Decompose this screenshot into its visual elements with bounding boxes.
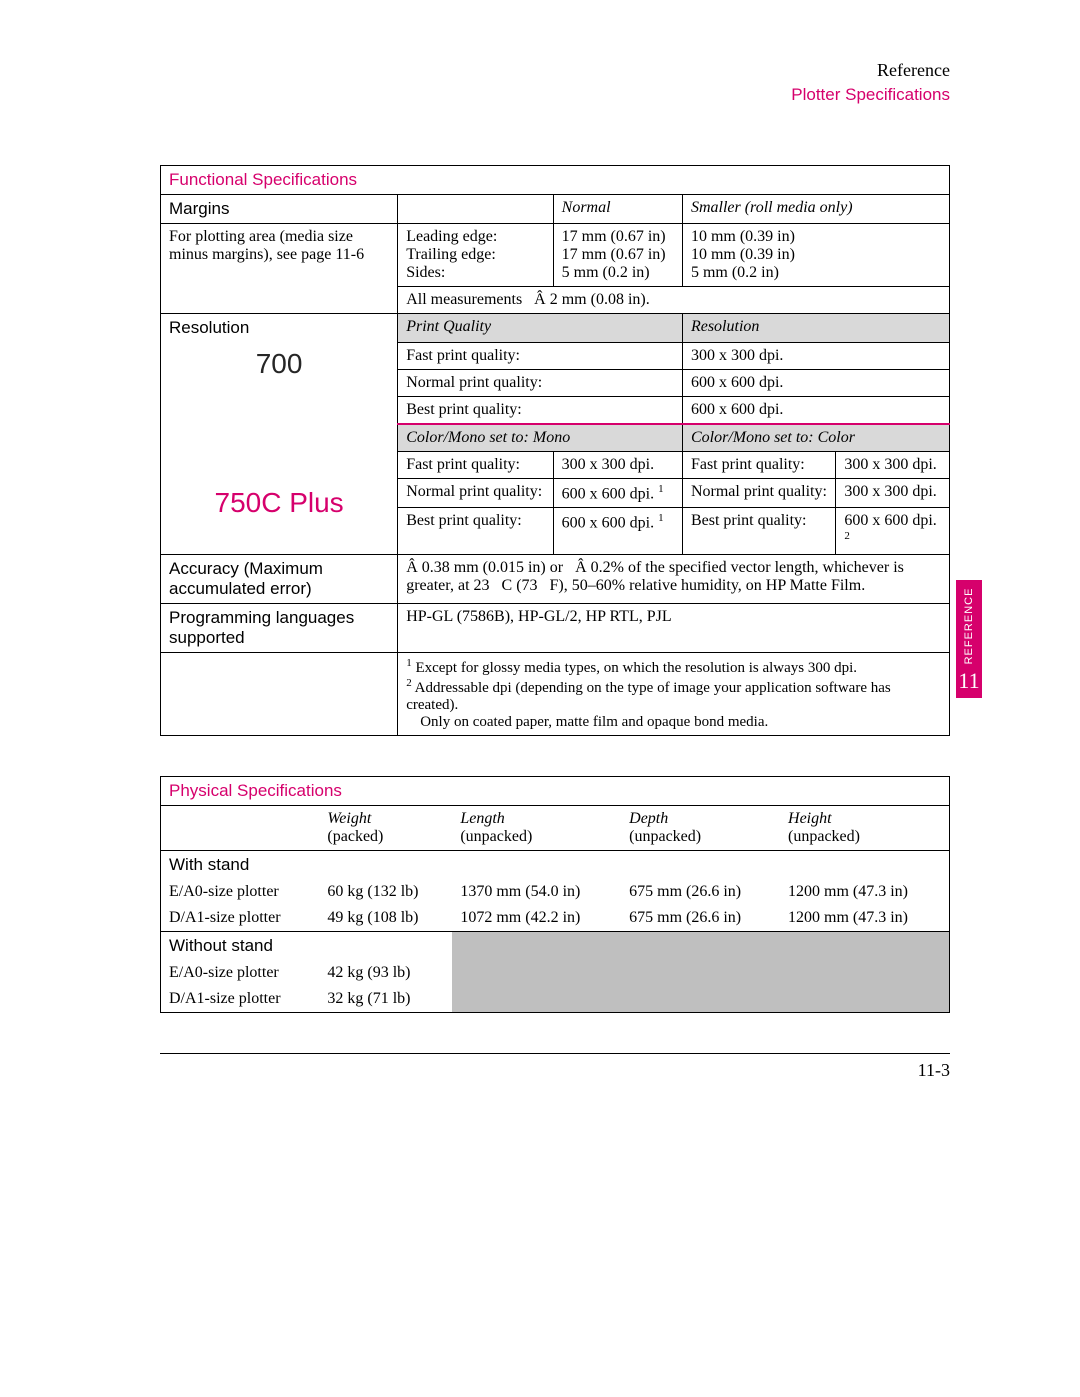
- normal-values: 17 mm (0.67 in) 17 mm (0.67 in) 5 mm (0.…: [553, 224, 682, 287]
- model-700: 700: [256, 348, 303, 379]
- c-fast-l: Fast print quality:: [682, 451, 835, 478]
- model-750-cell: 750C Plus: [161, 451, 398, 555]
- with-stand-label: With stand: [161, 851, 320, 880]
- physical-spec-table: Physical Specifications Weight(packed) L…: [160, 776, 950, 1013]
- s-sides: 5 mm (0.2 in): [691, 264, 941, 282]
- ns-ea0: E/A0-size plotter: [161, 960, 320, 986]
- resolution-hdr: Resolution: [682, 314, 949, 343]
- model-750: 750C Plus: [215, 487, 344, 518]
- n-leading: 17 mm (0.67 in): [562, 228, 674, 246]
- header-subtitle: Plotter Specifications: [160, 85, 950, 105]
- prog-label: Programming languages supported: [161, 604, 398, 653]
- normal-q: Normal print quality:: [398, 369, 683, 396]
- best-r: 600 x 600 dpi.: [682, 396, 949, 424]
- c-normal-l: Normal print quality:: [682, 478, 835, 507]
- margins-note: For plotting area (media size minus marg…: [161, 224, 398, 314]
- height-hdr: Height(unpacked): [780, 806, 949, 851]
- smaller-header: Smaller (roll media only): [682, 195, 949, 224]
- color-hdr: Color/Mono set to: Color: [682, 424, 949, 452]
- header-title: Reference: [160, 60, 950, 81]
- ws-ea0-d: 675 mm (26.6 in): [621, 879, 780, 905]
- weight-hdr: Weight(packed): [319, 806, 452, 851]
- trailing-label: Trailing edge:: [406, 246, 544, 264]
- fast-q: Fast print quality:: [398, 342, 683, 369]
- spacer-cell: [161, 424, 398, 452]
- side-tab-number: 11: [956, 668, 982, 694]
- ws-da1-d: 675 mm (26.6 in): [621, 905, 780, 932]
- leading-label: Leading edge:: [406, 228, 544, 246]
- print-quality-hdr: Print Quality: [398, 314, 683, 343]
- page-header: Reference Plotter Specifications: [160, 60, 950, 105]
- n-trailing: 17 mm (0.67 in): [562, 246, 674, 264]
- resolution-label: Resolution: [161, 314, 398, 343]
- page-container: Reference Plotter Specifications Functio…: [0, 0, 1080, 1141]
- func-title: Functional Specifications: [161, 166, 950, 195]
- phys-empty: [161, 806, 320, 851]
- c-normal-v: 300 x 300 dpi.: [836, 478, 950, 507]
- c-best-v: 600 x 600 dpi. 2: [836, 507, 950, 554]
- depth-hdr: Depth(unpacked): [621, 806, 780, 851]
- accuracy-text: Â 0.38 mm (0.015 in) or Â 0.2% of the sp…: [398, 555, 950, 604]
- s-trailing: 10 mm (0.39 in): [691, 246, 941, 264]
- footnotes: 1 Except for glossy media types, on whic…: [398, 653, 950, 736]
- smaller-values: 10 mm (0.39 in) 10 mm (0.39 in) 5 mm (0.…: [682, 224, 949, 287]
- ns-da1: D/A1-size plotter: [161, 986, 320, 1013]
- best-q: Best print quality:: [398, 396, 683, 424]
- model-700-cell: 700: [161, 342, 398, 424]
- functional-spec-table: Functional Specifications Margins Normal…: [160, 165, 950, 736]
- prog-text: HP-GL (7586B), HP-GL/2, HP RTL, PJL: [398, 604, 950, 653]
- footnote-1: 1 Except for glossy media types, on whic…: [406, 657, 941, 677]
- s-leading: 10 mm (0.39 in): [691, 228, 941, 246]
- ws-ea0: E/A0-size plotter: [161, 879, 320, 905]
- c-best-l: Best print quality:: [682, 507, 835, 554]
- footnote-2a: 2 Addressable dpi (depending on the type…: [406, 677, 941, 714]
- m-normal-l: Normal print quality:: [398, 478, 553, 507]
- ws-ea0-l: 1370 mm (54.0 in): [452, 879, 621, 905]
- c-fast-v: 300 x 300 dpi.: [836, 451, 950, 478]
- mono-hdr: Color/Mono set to: Mono: [398, 424, 683, 452]
- footnote-empty: [161, 653, 398, 736]
- footnote-2b: Only on coated paper, matte film and opa…: [406, 714, 941, 731]
- page-number: 11-3: [160, 1053, 950, 1081]
- ws-da1: D/A1-size plotter: [161, 905, 320, 932]
- margin-edges: Leading edge: Trailing edge: Sides:: [398, 224, 553, 287]
- measure-note: All measurements Â 2 mm (0.08 in).: [398, 287, 950, 314]
- side-tab: REFERENCE 11: [956, 580, 982, 698]
- ws-ea0-w: 60 kg (132 lb): [319, 879, 452, 905]
- accuracy-label: Accuracy (Maximum accumulated error): [161, 555, 398, 604]
- ws-da1-l: 1072 mm (42.2 in): [452, 905, 621, 932]
- m-best-l: Best print quality:: [398, 507, 553, 554]
- side-tab-text: REFERENCE: [963, 588, 975, 665]
- fast-r: 300 x 300 dpi.: [682, 342, 949, 369]
- m-normal-v: 600 x 600 dpi. 1: [553, 478, 682, 507]
- normal-header: Normal: [553, 195, 682, 224]
- m-best-v: 600 x 600 dpi. 1: [553, 507, 682, 554]
- empty-cell: [398, 195, 553, 224]
- sides-label: Sides:: [406, 264, 544, 282]
- ws-da1-w: 49 kg (108 lb): [319, 905, 452, 932]
- margins-label: Margins: [161, 195, 398, 224]
- ns-da1-w: 32 kg (71 lb): [319, 986, 452, 1013]
- ws-ea0-h: 1200 mm (47.3 in): [780, 879, 949, 905]
- length-hdr: Length(unpacked): [452, 806, 621, 851]
- shaded-block: [452, 932, 949, 1013]
- without-stand-label: Without stand: [161, 932, 320, 961]
- n-sides: 5 mm (0.2 in): [562, 264, 674, 282]
- m-fast-l: Fast print quality:: [398, 451, 553, 478]
- ns-ea0-w: 42 kg (93 lb): [319, 960, 452, 986]
- m-fast-v: 300 x 300 dpi.: [553, 451, 682, 478]
- phys-title: Physical Specifications: [161, 777, 950, 806]
- ws-da1-h: 1200 mm (47.3 in): [780, 905, 949, 932]
- normal-r: 600 x 600 dpi.: [682, 369, 949, 396]
